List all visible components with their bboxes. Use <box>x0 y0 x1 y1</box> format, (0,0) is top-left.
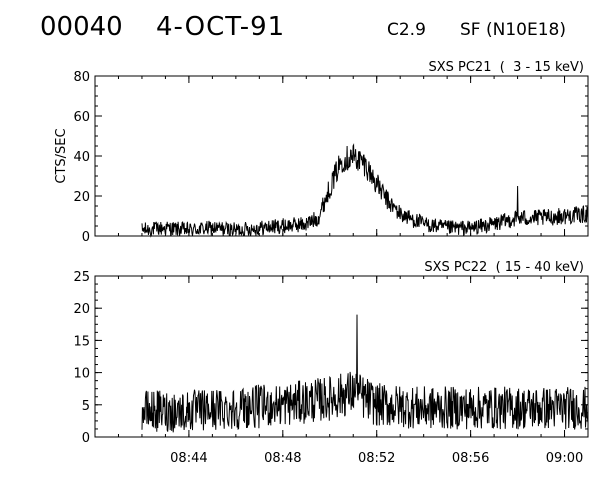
panel-1: SXS PC21 ( 3 - 15 keV) 0 20 40 60 80 CTS/SEC <box>54 60 589 245</box>
y-tick-label: 60 <box>73 110 90 125</box>
panel-title: SXS PC22 ( 15 - 40 keV) <box>424 260 584 275</box>
y-tick-label: 20 <box>73 190 90 205</box>
x-tick-label: 08:44 <box>170 451 207 466</box>
series-line <box>141 314 589 433</box>
x-tick-label: 08:52 <box>358 451 395 466</box>
y-tick-label: 80 <box>73 70 90 85</box>
series-line <box>141 143 589 238</box>
flare-location: SF (N10E18) <box>460 20 566 40</box>
x-tick-label: 08:56 <box>452 451 489 466</box>
panel-title: SXS PC21 ( 3 - 15 keV) <box>428 60 584 75</box>
y-tick-label: 40 <box>73 150 90 165</box>
y-axis-label: CTS/SEC <box>54 128 69 183</box>
goes-class: C2.9 <box>387 20 426 40</box>
y-tick-label: 0 <box>82 431 90 446</box>
plot-frame <box>94 75 589 237</box>
y-tick-label: 0 <box>82 230 90 245</box>
event-id: 00040 <box>40 12 123 42</box>
x-tick-label: 08:48 <box>264 451 301 466</box>
event-date: 4-OCT-91 <box>156 12 286 42</box>
y-tick-label: 10 <box>73 367 90 382</box>
panel-2: SXS PC22 ( 15 - 40 keV) 0 5 10 15 20 25 08:44 08… <box>73 260 589 466</box>
y-tick-label: 5 <box>82 399 90 414</box>
y-tick-label: 20 <box>73 302 90 317</box>
y-tick-label: 25 <box>73 270 90 285</box>
x-tick-label: 09:00 <box>546 451 583 466</box>
y-tick-label: 15 <box>73 334 90 349</box>
